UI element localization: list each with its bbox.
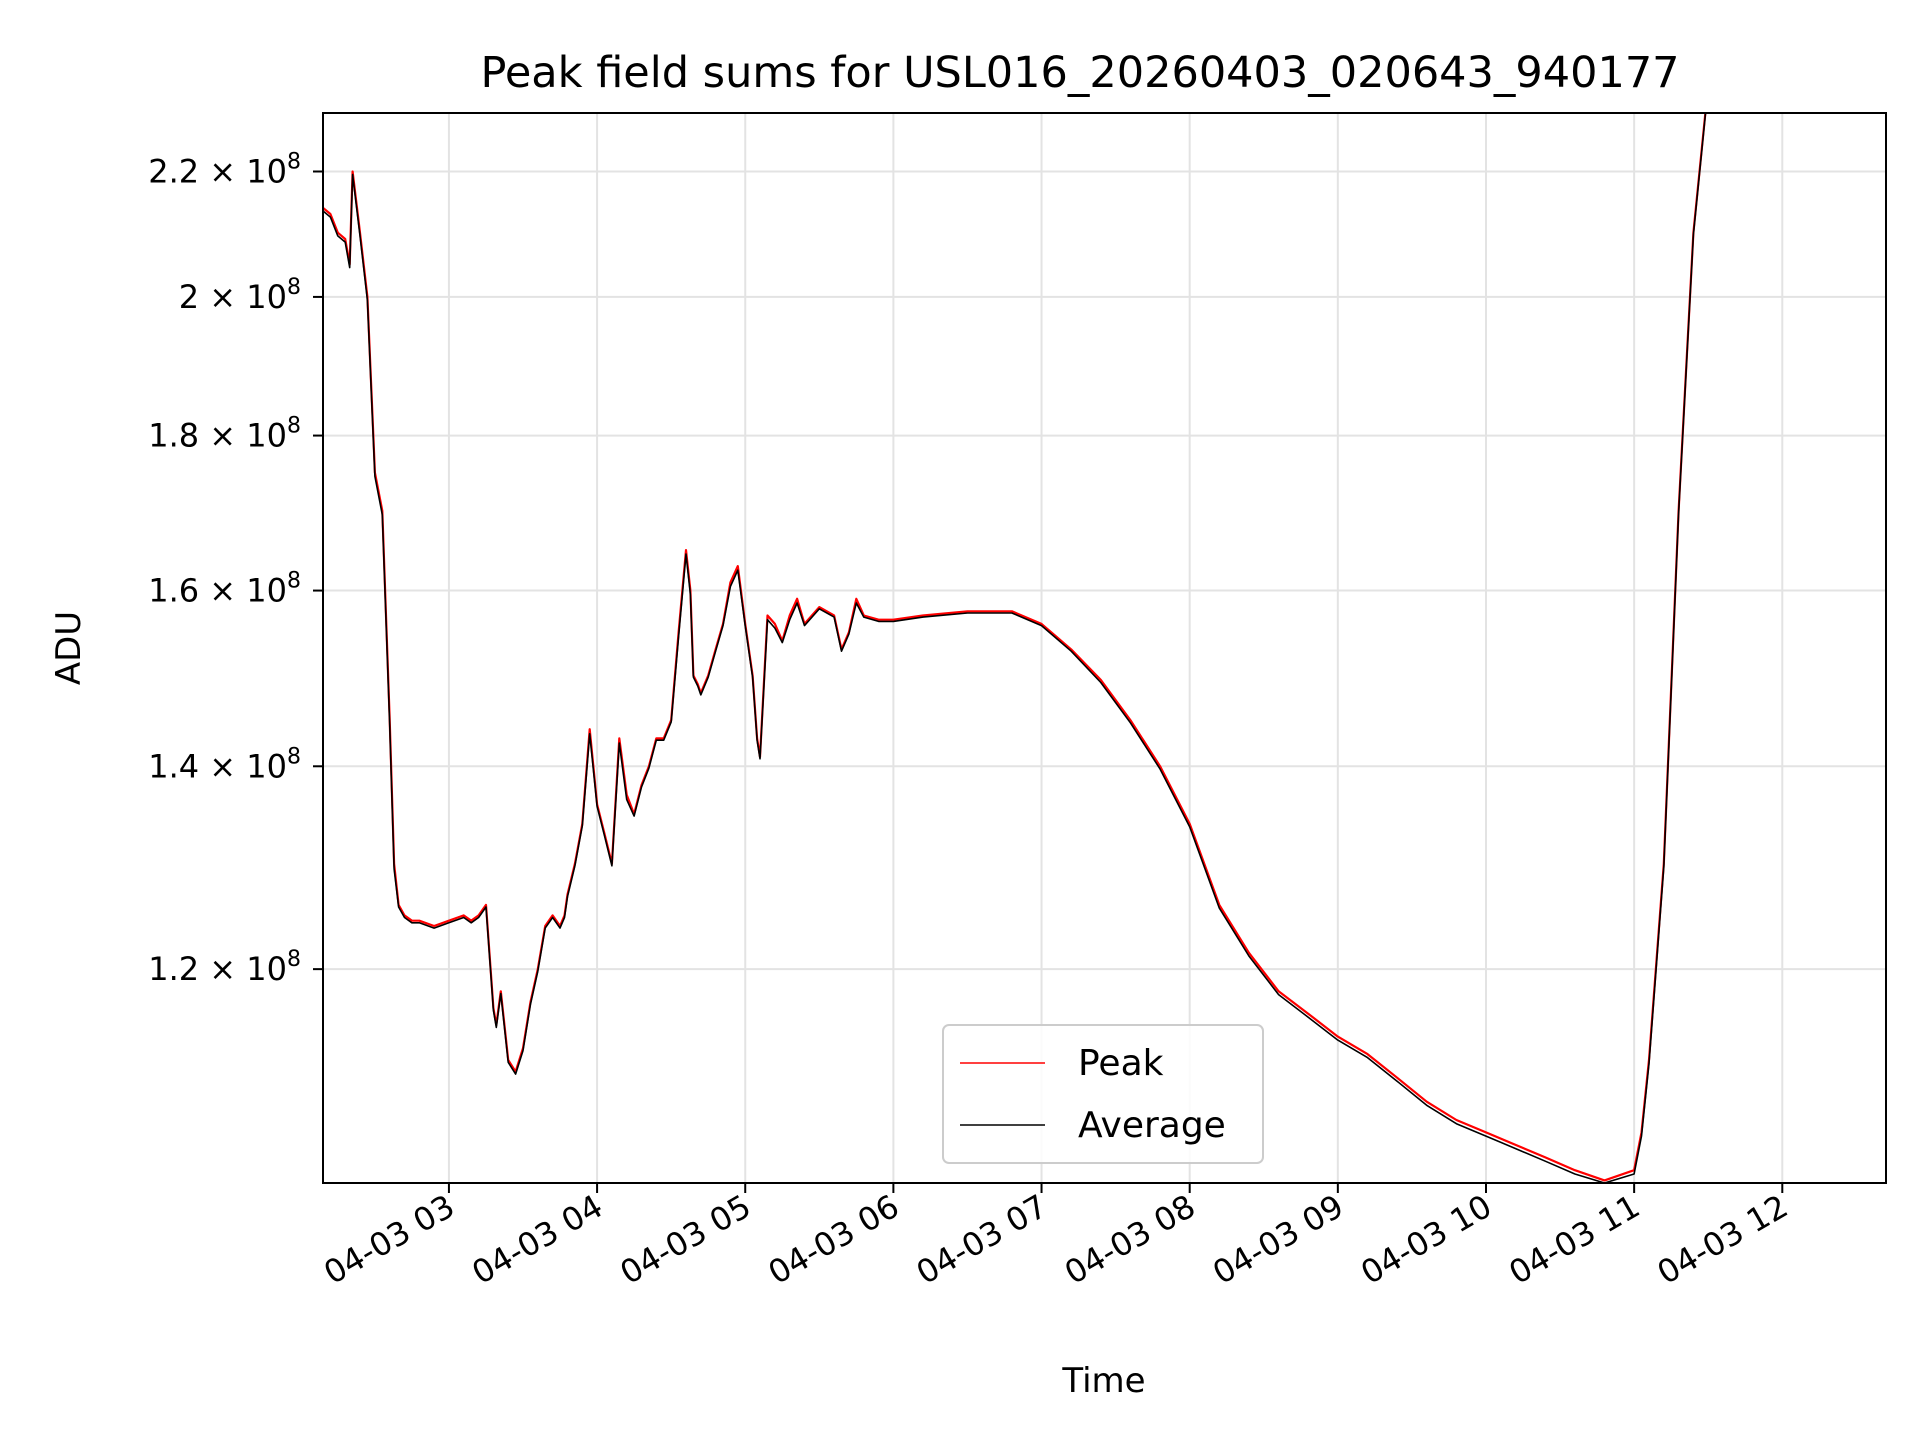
y-tick-label: 2.2 × 108 bbox=[148, 149, 301, 190]
y-tick-mantissa: 2 bbox=[179, 278, 199, 316]
legend-label-average: Average bbox=[1078, 1105, 1226, 1146]
series-line-average bbox=[323, 113, 1707, 1183]
y-axis-label: ADU bbox=[49, 611, 89, 685]
grid-layer bbox=[323, 113, 1886, 1183]
y-tick-exponent: 8 bbox=[287, 275, 301, 300]
y-tick-mantissa: 1.4 bbox=[148, 747, 199, 785]
x-axis-label: Time bbox=[1061, 1361, 1145, 1401]
y-tick-mantissa: 1.8 bbox=[148, 417, 199, 455]
y-tick-label: 1.2 × 108 bbox=[148, 947, 301, 988]
legend-label-peak: Peak bbox=[1078, 1043, 1164, 1084]
legend-box bbox=[942, 1024, 1264, 1164]
y-tick-mantissa: 2.2 bbox=[148, 152, 199, 190]
y-tick-exponent: 8 bbox=[287, 569, 301, 594]
y-tick-label: 1.4 × 108 bbox=[148, 744, 301, 785]
chart-title: Peak field sums for USL016_20260403_0206… bbox=[480, 48, 1679, 98]
y-tick-label: 1.6 × 108 bbox=[148, 569, 301, 610]
y-tick-exponent: 8 bbox=[287, 414, 301, 439]
y-tick-label: 2 × 108 bbox=[179, 275, 301, 316]
y-tick-exponent: 8 bbox=[287, 744, 301, 769]
y-tick-mantissa: 1.6 bbox=[148, 572, 199, 610]
y-axis-ticks: 1.2 × 108 1.4 × 108 1.6 × 108 1.8 × 108 2 × … bbox=[148, 149, 323, 988]
plot-area-frame bbox=[322, 112, 1887, 1184]
legend: Peak Average bbox=[942, 1024, 1264, 1164]
y-tick-mantissa: 1.2 bbox=[148, 950, 199, 988]
y-tick-exponent: 8 bbox=[287, 149, 301, 174]
y-tick-label: 1.8 × 108 bbox=[148, 414, 301, 455]
series-layer bbox=[323, 113, 1707, 1183]
y-tick-exponent: 8 bbox=[287, 947, 301, 972]
